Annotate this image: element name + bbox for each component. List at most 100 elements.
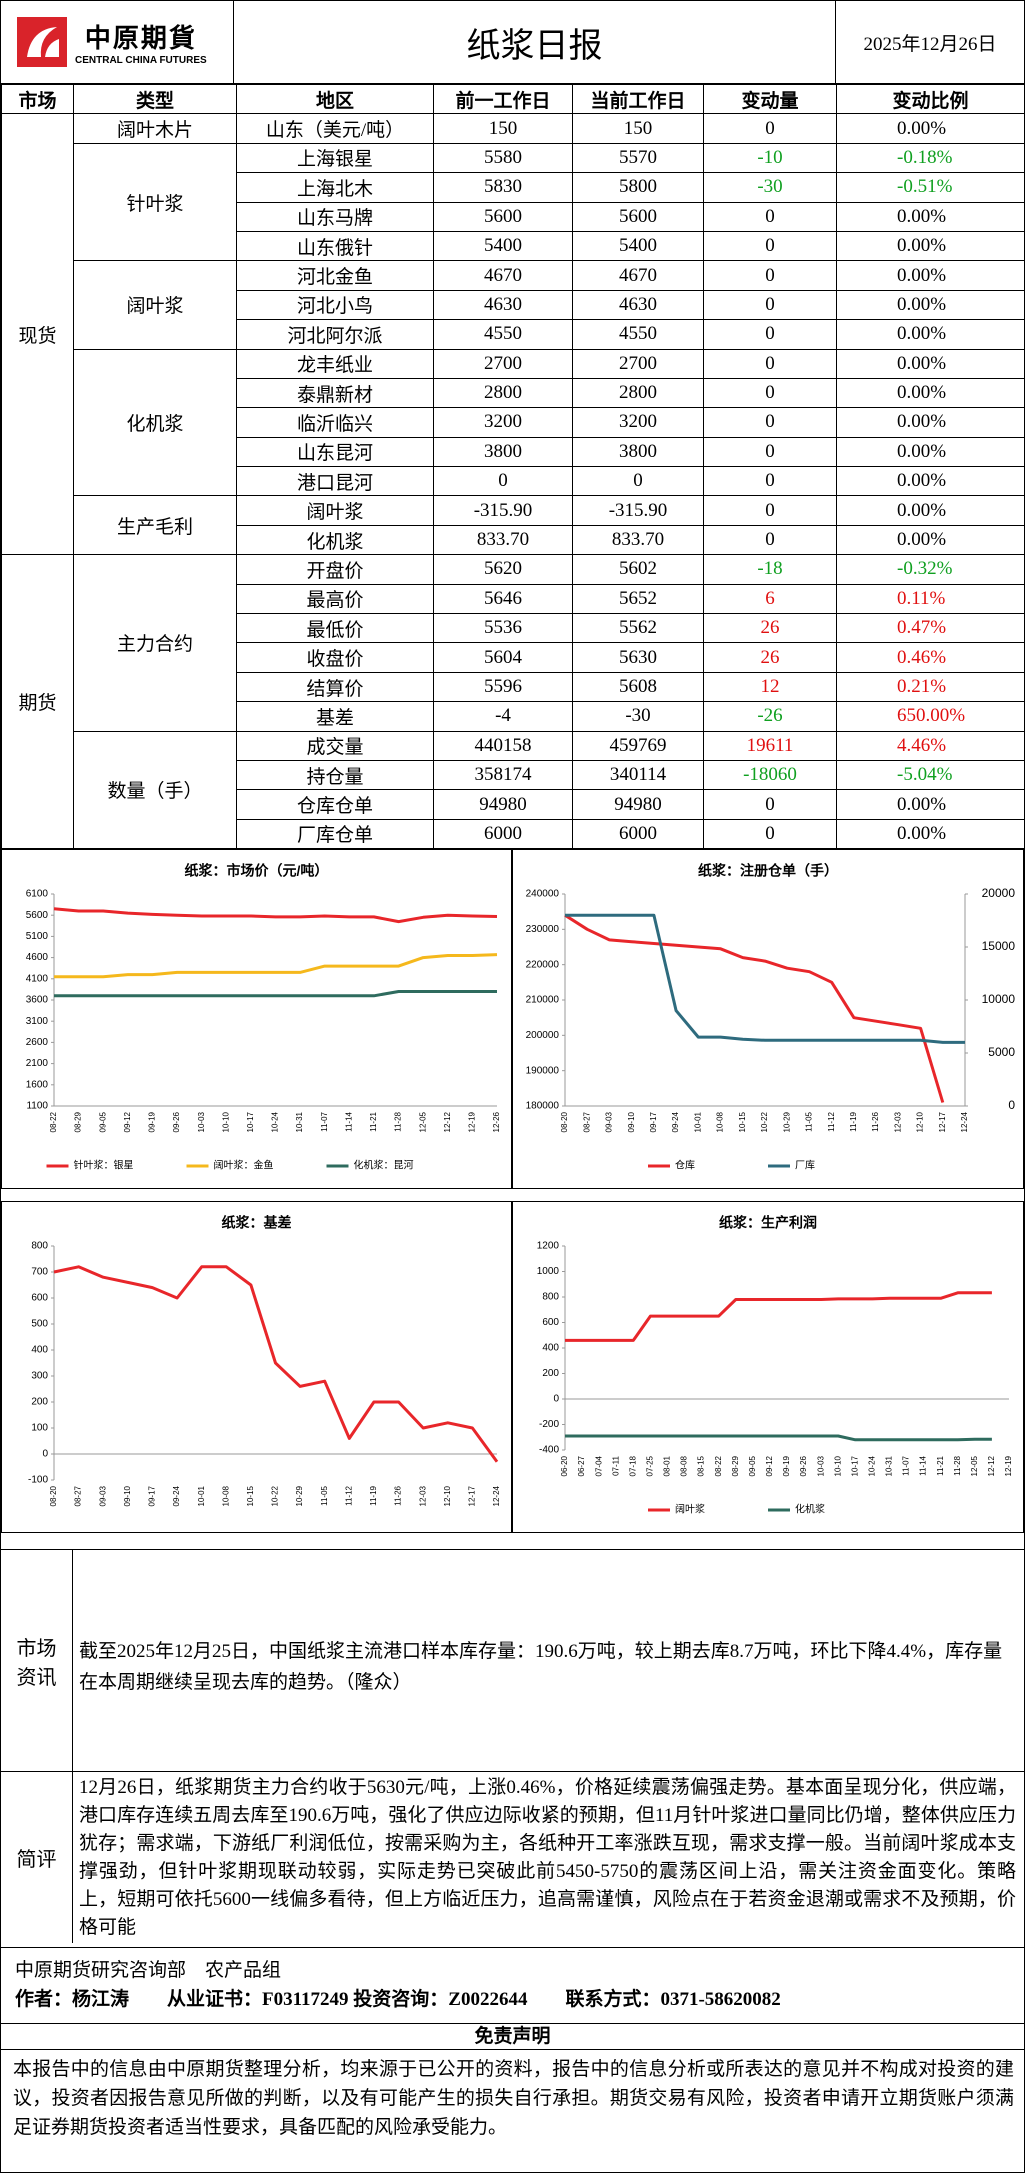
- change-cell: 19611: [703, 730, 837, 761]
- x-tick-label: 12-10: [916, 1111, 925, 1132]
- pct-cell: 4.46%: [836, 730, 1025, 761]
- region-cell: 化机浆: [236, 524, 434, 556]
- prev-cell: 5400: [433, 230, 573, 262]
- x-tick-label: 08-29: [74, 1111, 83, 1132]
- table-row: 泰鼎新材 2800 2800 0 0.00%: [2, 377, 1025, 409]
- pct-cell: 0.00%: [836, 348, 1025, 379]
- pct-cell: 0.00%: [836, 789, 1025, 820]
- change-cell: 0: [703, 377, 837, 409]
- pct-cell: 0.00%: [836, 436, 1025, 468]
- change-cell: 0: [703, 289, 837, 321]
- prev-cell: 833.70: [433, 524, 573, 556]
- prev-cell: 150: [433, 113, 573, 144]
- chart-panel: 纸浆：市场价（元/吨） 1100 1600 2100 2600 3100 3600 4100 4…: [1, 849, 512, 1189]
- change-cell: 0: [703, 436, 837, 468]
- region-cell: 河北金鱼: [236, 260, 434, 291]
- x-tick-label: 08-22: [49, 1111, 58, 1132]
- region-cell: 基差: [236, 701, 434, 732]
- change-cell: 12: [703, 671, 837, 703]
- x-tick-label: 10-08: [221, 1485, 230, 1506]
- y-tick-label: 4600: [26, 952, 49, 963]
- x-tick-label: 10-10: [833, 1455, 842, 1476]
- x-tick-label: 08-08: [680, 1455, 689, 1476]
- region-cell: 最低价: [236, 613, 434, 644]
- x-tick-label: 11-26: [871, 1111, 880, 1131]
- y-tick-label: 0: [553, 1394, 559, 1405]
- table-row: 化机浆 龙丰纸业 2700 2700 0 0.00%: [2, 348, 1025, 497]
- x-tick-label: 09-26: [172, 1111, 181, 1132]
- price-table: 市场 类型 地区 前一工作日 当前工作日 变动量 变动比例 现货 阔叶木片 山东（美元/吨） 150…: [1, 83, 1025, 850]
- x-tick-label: 08-15: [697, 1455, 706, 1476]
- x-tick-label: 10-17: [246, 1111, 255, 1132]
- x-tick-label: 11-26: [394, 1485, 403, 1505]
- x-tick-label: 11-28: [953, 1455, 962, 1475]
- chart: 纸浆：市场价（元/吨） 1100 1600 2100 2600 3100 3600 4100 4…: [26, 863, 501, 1172]
- pct-cell: -0.18%: [836, 142, 1025, 174]
- legend-label: 仓库: [675, 1159, 695, 1172]
- chart-title: 纸浆：基差: [222, 1215, 292, 1231]
- x-tick-label: 10-31: [295, 1111, 304, 1132]
- y-tick-label: 800: [31, 1241, 48, 1252]
- x-tick-label: 07-04: [594, 1455, 603, 1476]
- y-tick-label: 180000: [526, 1101, 560, 1112]
- x-tick-label: 11-12: [344, 1485, 353, 1505]
- x-tick-label: 12-19: [1004, 1455, 1013, 1476]
- table-row: 临沂临兴 3200 3200 0 0.00%: [2, 407, 1025, 438]
- curr-cell: 2700: [572, 348, 704, 379]
- change-cell: -18: [703, 554, 837, 585]
- pct-cell: 0.00%: [836, 289, 1025, 321]
- x-tick-label: 09-03: [98, 1485, 107, 1506]
- prev-cell: 6000: [433, 818, 573, 850]
- x-tick-label: 10-01: [197, 1485, 206, 1506]
- curr-cell: 150: [572, 113, 704, 144]
- x-tick-label: 09-12: [765, 1455, 774, 1476]
- comment-label: 简评: [1, 1772, 73, 1943]
- x-tick-label: 10-29: [295, 1485, 304, 1506]
- y2-tick-label: 0: [1008, 1098, 1015, 1112]
- change-cell: 0: [703, 230, 837, 262]
- y-tick-label: 400: [542, 1343, 559, 1354]
- x-tick-label: 09-17: [649, 1111, 658, 1132]
- type-cell: 数量（手）: [73, 730, 237, 850]
- prev-cell: 4670: [433, 260, 573, 291]
- x-tick-label: 12-05: [970, 1455, 979, 1476]
- table-row: 收盘价 5604 5630 26 0.46%: [2, 642, 1025, 673]
- pct-cell: 0.00%: [836, 230, 1025, 262]
- x-tick-label: 10-22: [271, 1485, 280, 1506]
- curr-cell: 5600: [572, 201, 704, 232]
- y-tick-label: 6100: [26, 889, 49, 900]
- pct-cell: 0.11%: [836, 583, 1025, 615]
- y-tick-label: 600: [31, 1293, 48, 1304]
- data-line: [53, 1265, 499, 1463]
- prev-cell: 5536: [433, 613, 573, 644]
- change-cell: 0: [703, 818, 837, 850]
- region-cell: 上海北木: [236, 172, 434, 203]
- curr-cell: 5400: [572, 230, 704, 262]
- table-row: 持仓量 358174 340114 -18060 -5.04%: [2, 759, 1025, 791]
- x-tick-label: 11-19: [849, 1111, 858, 1131]
- x-tick-label: 11-05: [320, 1485, 329, 1505]
- curr-cell: 4630: [572, 289, 704, 321]
- chart: 纸浆：注册仓单（手）180000190000200000210000220000…: [526, 863, 1016, 1172]
- footer-dept: 中原期货研究咨询部 农产品组: [15, 1960, 282, 1981]
- y2-tick-label: 15000: [982, 939, 1016, 953]
- x-tick-label: 12-12: [987, 1455, 996, 1476]
- chart: 纸浆：生产利润 -400 -200 0 200 400 600 800 1000 1200 06-2…: [537, 1215, 1013, 1516]
- x-tick-label: 11-14: [344, 1111, 353, 1131]
- x-tick-label: 11-21: [936, 1455, 945, 1475]
- prev-cell: 3800: [433, 436, 573, 468]
- change-cell: 0: [703, 524, 837, 556]
- curr-cell: 5562: [572, 613, 704, 644]
- x-tick-label: 07-11: [611, 1455, 620, 1475]
- legend-label: 厂库: [795, 1159, 815, 1172]
- column-header: 市场: [1, 83, 74, 115]
- table-row: 山东马牌 5600 5600 0 0.00%: [2, 201, 1025, 232]
- region-cell: 山东昆河: [236, 436, 434, 468]
- change-cell: 26: [703, 642, 837, 673]
- x-tick-label: 06-27: [577, 1455, 586, 1476]
- y-tick-label: 500: [31, 1319, 48, 1330]
- table-row: 期货 主力合约 开盘价 5620 5602 -18 -0.32%: [1, 554, 1025, 850]
- x-tick-label: 08-29: [731, 1455, 740, 1476]
- x-tick-label: 07-18: [628, 1455, 637, 1476]
- prev-cell: 5596: [433, 671, 573, 703]
